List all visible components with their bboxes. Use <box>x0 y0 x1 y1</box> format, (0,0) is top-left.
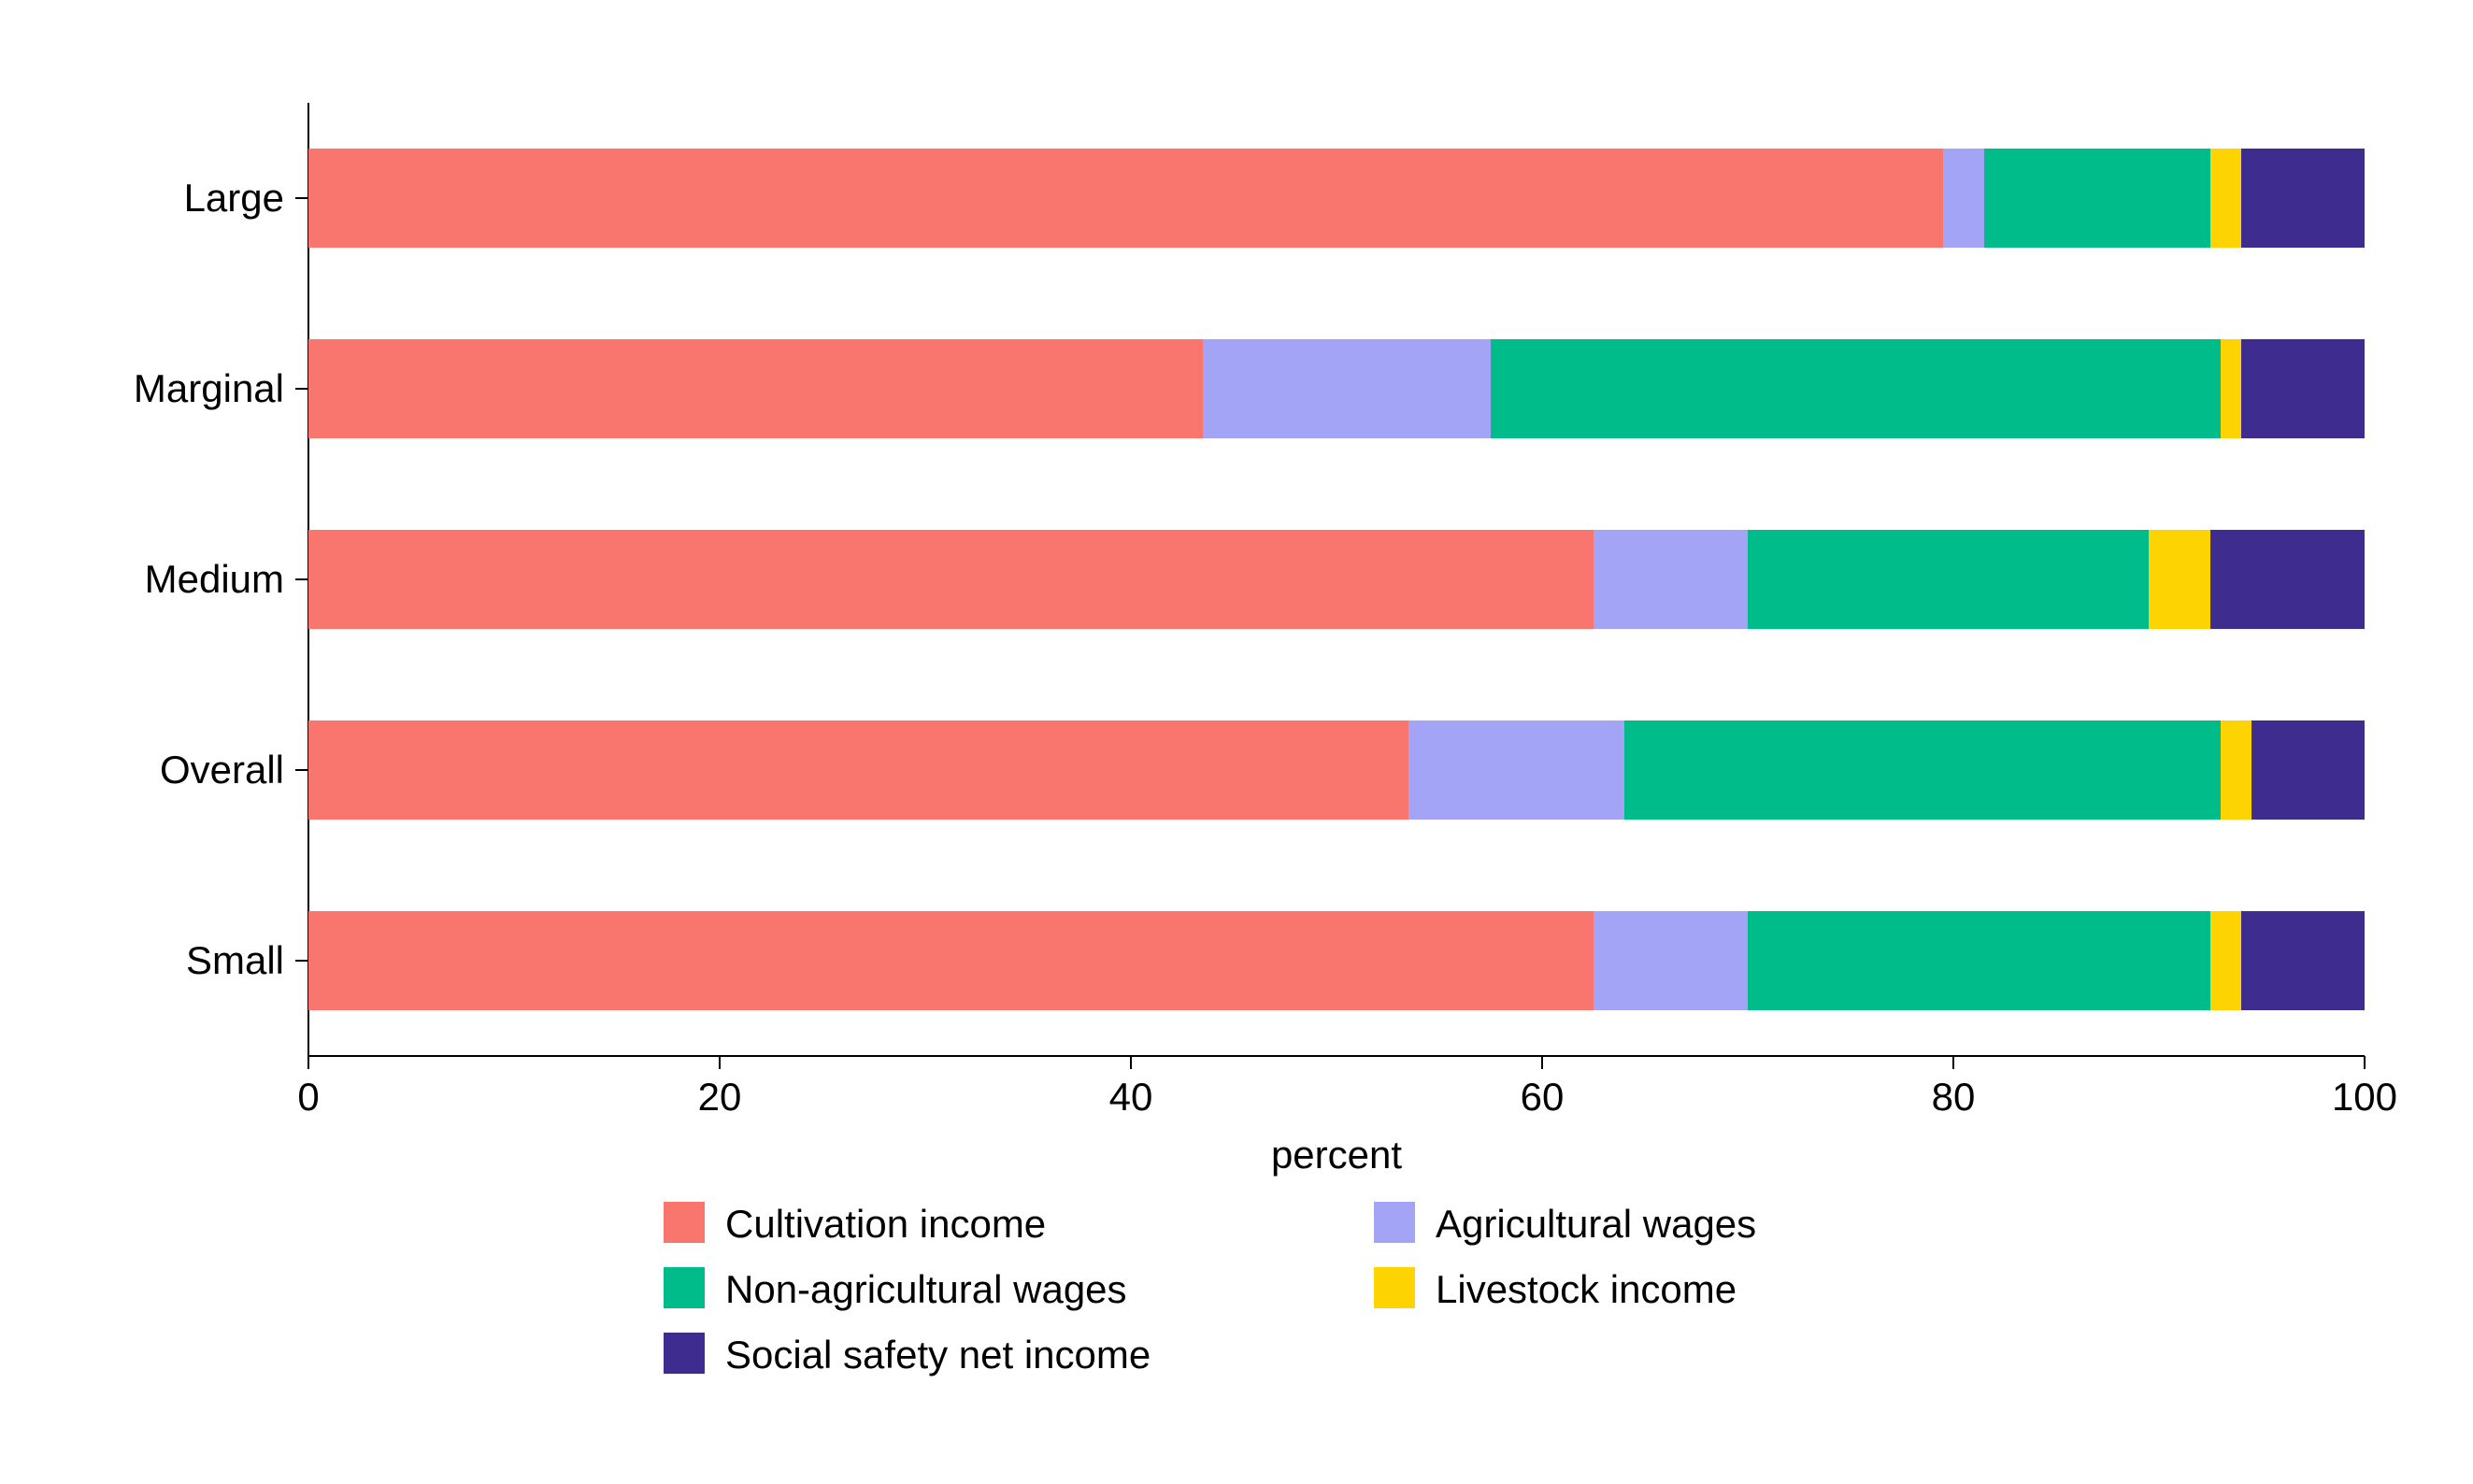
category-label: Marginal <box>134 366 284 410</box>
x-tick-label: 0 <box>297 1075 319 1119</box>
chart-container: 0 20 40 60 80 100 percent Large Marginal Medium Ov… <box>0 0 2473 1484</box>
legend-label: Non-agricultural wages <box>725 1267 1127 1311</box>
bar-segment <box>308 149 1943 248</box>
legend-swatch <box>664 1267 705 1308</box>
legend-swatch <box>664 1202 705 1243</box>
x-tick-label: 60 <box>1521 1075 1565 1119</box>
bar-segment <box>2221 721 2251 820</box>
category-label: Large <box>184 176 284 220</box>
bar-segment <box>2241 149 2365 248</box>
bar-segment <box>308 911 1594 1010</box>
legend-swatch <box>1374 1202 1415 1243</box>
bar-segment <box>1203 339 1491 438</box>
bar-segment <box>2251 721 2365 820</box>
legend-label: Social safety net income <box>725 1333 1151 1377</box>
bar-segment <box>1408 721 1624 820</box>
bar-segment <box>2241 339 2365 438</box>
bar-segment <box>308 530 1594 629</box>
bar-segment <box>2210 911 2241 1010</box>
bar-segment <box>2210 149 2241 248</box>
bar-segment <box>2149 530 2210 629</box>
bar-segment <box>1943 149 1984 248</box>
bar-segment <box>1748 911 2210 1010</box>
legend-label: Livestock income <box>1436 1267 1737 1311</box>
bar-segment <box>2221 339 2241 438</box>
bar-segment <box>2241 911 2365 1010</box>
category-label: Small <box>186 938 284 982</box>
bar-segment <box>308 339 1203 438</box>
legend-label: Agricultural wages <box>1436 1202 1756 1246</box>
legend-swatch <box>1374 1267 1415 1308</box>
bar-segment <box>1748 530 2149 629</box>
bar-segment <box>1984 149 2210 248</box>
category-label: Overall <box>160 748 284 792</box>
category-label: Medium <box>145 557 284 601</box>
x-tick-label: 80 <box>1932 1075 1976 1119</box>
bar-segment <box>1491 339 2221 438</box>
bar-segment <box>1594 530 1748 629</box>
x-tick-label: 20 <box>698 1075 742 1119</box>
x-tick-label: 100 <box>2332 1075 2397 1119</box>
x-tick-label: 40 <box>1109 1075 1153 1119</box>
income-by-farm-size-chart: 0 20 40 60 80 100 percent Large Marginal Medium Ov… <box>37 37 2417 1447</box>
bar-segment <box>1594 911 1748 1010</box>
bar-segment <box>308 721 1408 820</box>
legend-label: Cultivation income <box>725 1202 1046 1246</box>
bar-segment <box>2210 530 2365 629</box>
x-axis-title: percent <box>1271 1133 1402 1177</box>
bar-segment <box>1624 721 2221 820</box>
legend-swatch <box>664 1333 705 1374</box>
